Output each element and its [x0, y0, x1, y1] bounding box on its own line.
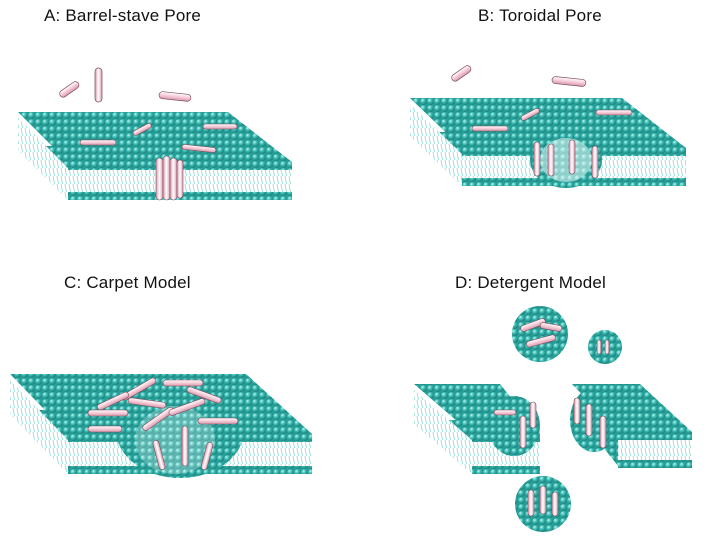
surface-peptides [471, 108, 633, 132]
edge-peptides [493, 397, 607, 449]
panel-a-barrel-stave [18, 67, 292, 201]
micelle-large-top [512, 306, 568, 362]
carpet-peptides [87, 377, 239, 470]
panel-c-carpet [10, 374, 312, 478]
surface-peptides [79, 123, 238, 153]
toroidal-pore [530, 132, 602, 188]
panel-title-barrel-stave: A: Barrel-stave Pore [44, 6, 202, 25]
barrel-stave-pore [155, 155, 184, 201]
lipid-tails [18, 118, 292, 200]
micelle-small [588, 330, 622, 364]
free-peptides [451, 65, 587, 87]
panel-d-detergent [414, 306, 692, 532]
micelle-large-bottom [515, 476, 571, 532]
panel-title-carpet: C: Carpet Model [64, 273, 191, 292]
panel-b-toroidal [410, 65, 686, 188]
panel-title-detergent: D: Detergent Model [455, 273, 607, 292]
free-peptides [59, 67, 192, 103]
panel-title-toroidal: B: Toroidal Pore [478, 6, 602, 25]
lipid-tails [410, 104, 686, 186]
